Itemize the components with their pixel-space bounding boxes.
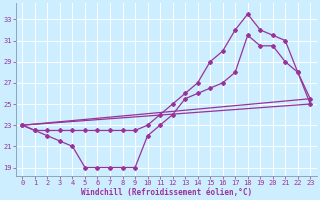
X-axis label: Windchill (Refroidissement éolien,°C): Windchill (Refroidissement éolien,°C) <box>81 188 252 197</box>
